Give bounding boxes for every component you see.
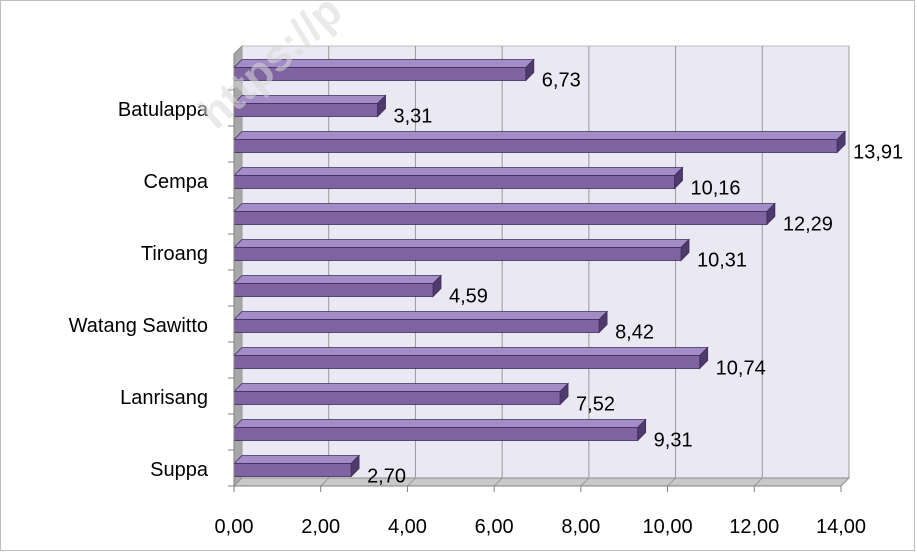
gridline-floor	[233, 477, 243, 487]
bar-top-face	[233, 239, 690, 248]
bar	[233, 319, 600, 333]
bar	[233, 211, 768, 225]
bar-top-face	[233, 419, 647, 428]
category-label: Watang Sawitto	[69, 315, 208, 337]
data-label: 12,29	[783, 214, 833, 236]
data-label: 13,91	[853, 142, 903, 164]
x-tick-label: 14,00	[816, 516, 866, 538]
bar	[233, 391, 561, 405]
bar-top-face	[233, 455, 361, 464]
x-tick-label: 8,00	[561, 516, 600, 538]
bar	[233, 247, 682, 261]
data-label: 4,59	[449, 286, 488, 308]
data-label: 10,31	[697, 250, 747, 272]
gridline-floor	[753, 477, 763, 487]
data-label: 10,16	[691, 178, 741, 200]
bar	[233, 283, 434, 297]
bar-top-face	[233, 347, 709, 356]
bar-top-face	[233, 311, 609, 320]
bar-top-face	[233, 131, 847, 140]
bar-top-face	[233, 275, 442, 284]
x-tick-label: 12,00	[729, 516, 779, 538]
bar	[233, 463, 352, 477]
data-label: 2,70	[367, 466, 406, 488]
category-label: Cempa	[144, 171, 209, 193]
gridline-floor	[407, 477, 416, 487]
category-label: Lanrisang	[120, 387, 208, 409]
x-tick-label: 4,00	[388, 516, 427, 538]
gridline-floor	[840, 477, 850, 487]
data-label: 8,42	[615, 322, 654, 344]
category-label: Suppa	[150, 459, 209, 481]
plot-floor	[232, 477, 851, 487]
bar-top-face	[233, 167, 684, 176]
category-label: Tiroang	[141, 243, 208, 265]
gridline-floor	[580, 477, 590, 487]
x-tick-label: 10,00	[643, 516, 693, 538]
category-label: Batulappa	[118, 99, 209, 121]
data-label: 10,74	[716, 358, 766, 380]
x-tick-label: 6,00	[475, 516, 514, 538]
data-label: 9,31	[654, 430, 693, 452]
data-label: 6,73	[542, 70, 581, 92]
gridline-floor	[493, 477, 503, 487]
data-label: 7,52	[576, 394, 615, 416]
bar-top-face	[233, 383, 570, 392]
x-tick-label: 0,00	[215, 516, 254, 538]
bar	[233, 139, 838, 153]
data-label: 3,31	[394, 106, 433, 128]
gridline-floor	[667, 477, 676, 487]
bar	[233, 355, 701, 369]
bar	[233, 427, 639, 441]
x-tick-label: 2,00	[301, 516, 340, 538]
gridline-floor	[320, 477, 330, 487]
bar	[233, 175, 675, 189]
bar-top-face	[233, 203, 776, 212]
